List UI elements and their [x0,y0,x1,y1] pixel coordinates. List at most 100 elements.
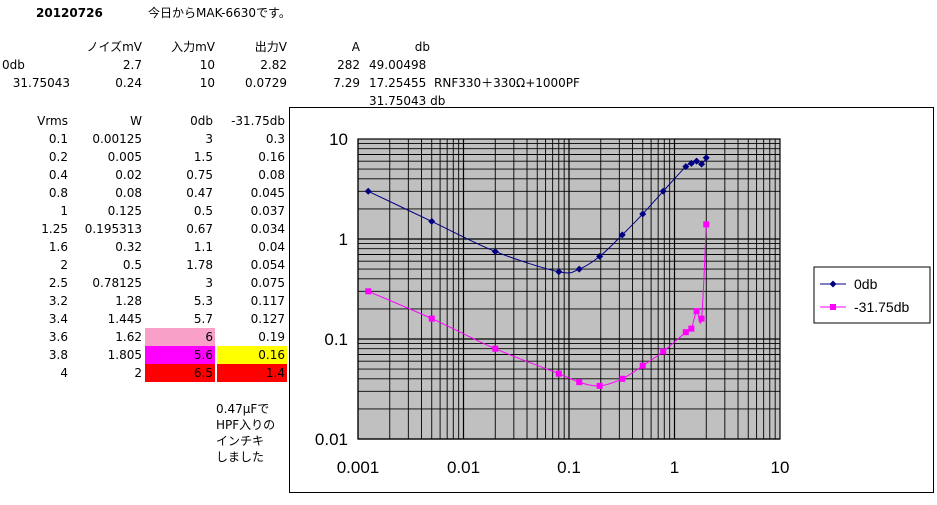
summary-cell: 10 [199,58,215,72]
y-tick-label: 0.01 [315,430,348,449]
table-cell: 3.6 [48,330,68,344]
table-cell: 1.28 [115,294,142,308]
data-point [698,315,705,322]
table-header: W [130,114,142,128]
x-tick-label: 0.1 [557,458,581,477]
summary-header-input: 入力mV [171,40,215,54]
table-cell: 3.2 [48,294,68,308]
data-point [364,187,372,195]
y-tick-label: 10 [329,130,348,149]
data-point [702,154,710,162]
table-cell: 5.6 [145,346,215,364]
table-cell: 0.127 [250,312,285,326]
data-point [639,362,646,369]
x-tick-label: 0.01 [447,458,480,477]
table-cell: 1.78 [186,258,213,272]
summary-cell: 10 [199,76,215,90]
table-cell: 1 [60,204,68,218]
table-cell: 1.805 [107,348,142,362]
data-point [492,345,499,352]
table-cell: 0.32 [115,240,142,254]
table-header: Vrms [37,114,68,128]
page-title: 今日からMAK-6630です。 [148,6,291,20]
summary-extra: 31.75043 db [369,94,446,108]
summary-cell: 282 [337,58,360,72]
summary-row-label: 0db [2,58,25,72]
table-cell: 0.5 [122,258,142,272]
table-cell: 0.2 [48,150,68,164]
y-tick-label: 0.1 [324,330,348,349]
table-cell: 1.25 [41,222,68,236]
table-header: 0db [190,114,213,128]
table-cell: 0.3 [265,132,285,146]
table-cell: 1.445 [107,312,142,326]
table-cell: 0.125 [107,204,142,218]
table-cell: 3 [205,276,213,290]
table-cell: 0.04 [258,240,285,254]
data-point [682,163,690,171]
summary-cell: 0.0729 [245,76,287,90]
summary-cell: 49.00498 [369,58,427,72]
table-cell: 0.75 [186,168,213,182]
table-cell: 2 [134,366,142,380]
legend-marker [829,280,837,288]
data-point [687,159,695,167]
plot-border [357,138,781,440]
table-cell: 0.054 [250,258,285,272]
data-point [428,217,436,225]
table-cell: 0.08 [115,186,142,200]
table-cell: 0.117 [250,294,285,308]
table-cell: 4 [60,366,68,380]
data-point [575,265,583,273]
data-point [555,370,562,377]
data-point [693,157,701,165]
table-cell: 0.78125 [92,276,142,290]
table-cell: 0.00125 [92,132,142,146]
chart-svg: 0.001 0.01 0.1 1 10 10 1 0.1 0.01 0db -31.75db [315,130,931,477]
table-cell: 5.7 [193,312,213,326]
data-point [618,231,626,239]
summary-cell: 7.29 [333,76,360,90]
table-cell: 0.195313 [84,222,142,236]
data-point [596,252,604,260]
note-line: しました [216,450,265,464]
table-cell: 6 [145,328,215,346]
legend-label: 0db [854,276,878,292]
data-point [693,308,700,315]
table-cell: 0.19 [258,330,285,344]
data-point [619,375,626,382]
table-cell: 5.3 [193,294,213,308]
table-cell: 0.67 [186,222,213,236]
table-cell: 1.62 [115,330,142,344]
table-cell: 1.6 [48,240,68,254]
summary-header-a: A [351,40,360,54]
summary-header-db: db [414,40,430,54]
table-cell: 2.5 [48,276,68,290]
data-point [703,221,710,228]
table-cell: 0.47 [186,186,213,200]
x-tick-label: 0.001 [337,458,380,477]
table-cell: 0.034 [250,222,285,236]
summary-row-label: 31.75043 [12,76,70,90]
data-point [688,325,695,332]
summary-header-output: 出力V [254,40,287,54]
table-cell: 0.037 [250,204,285,218]
table-cell: 2 [60,258,68,272]
date-label: 20120726 [36,6,103,20]
table-cell: 6.5 [145,364,215,382]
data-point [698,160,706,168]
table-cell: 0.02 [115,168,142,182]
table-header: -31.75db [231,114,285,128]
table-cell: 1.1 [193,240,213,254]
note-line: インチキ [216,434,265,448]
table-cell: 0.045 [250,186,285,200]
summary-cell: 0.24 [115,76,142,90]
table-cell: 0.005 [107,150,142,164]
table-cell: 0.5 [193,204,213,218]
summary-cell: 2.82 [260,58,287,72]
table-cell: 1.5 [193,150,213,164]
summary-header-noise: ノイズmV [86,40,142,54]
note-line: HPF入りの [216,418,276,432]
table-cell: 1.4 [217,364,287,382]
table-cell: 3 [205,132,213,146]
